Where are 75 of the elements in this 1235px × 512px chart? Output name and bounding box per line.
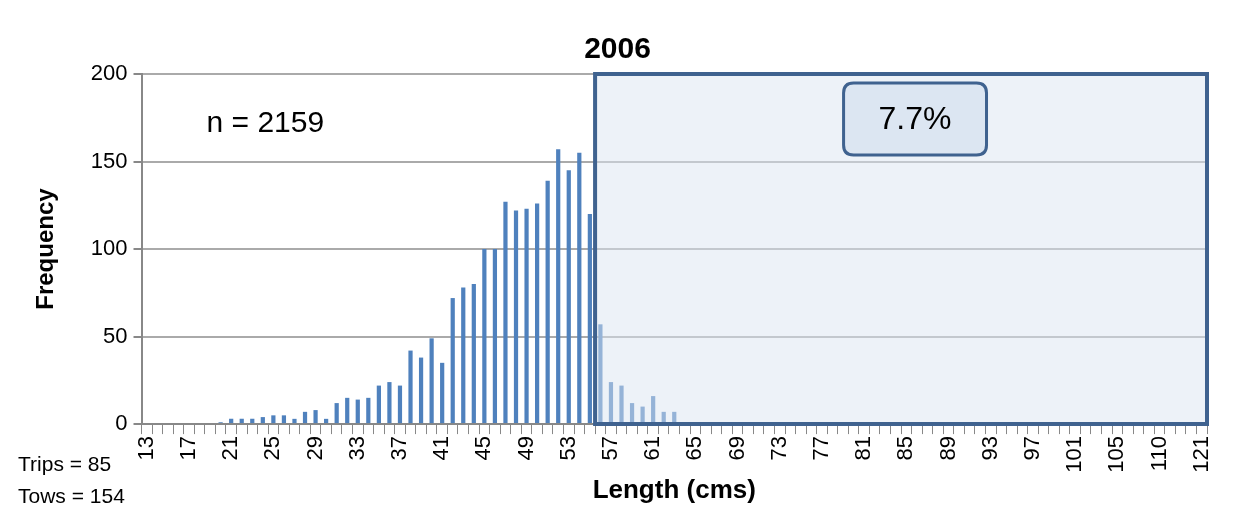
bar [281,415,287,424]
bar [566,170,571,424]
x-tick-label: 93 [976,436,1002,461]
chart-title: 2006 [584,31,651,65]
bar [408,350,413,424]
text: Tows = 154 [18,483,126,507]
x-tick-label: 45 [470,436,496,461]
bar [524,208,529,424]
bar [598,324,603,424]
bar [577,152,582,424]
x-tick-label: 81 [850,436,876,461]
x-tick-label: 37 [386,436,412,461]
x-tick-label: 33 [343,436,369,461]
bar [535,203,540,424]
bar [387,382,392,424]
bar [345,397,350,424]
x-axis-title: Length (cms) [592,473,756,504]
bar [545,180,550,424]
bar [292,418,297,424]
x-tick-label: 61 [639,436,665,461]
bar [418,357,424,424]
x-tick-label: 73 [765,436,791,461]
bar [513,210,519,424]
bar [492,249,498,424]
x-tick-label: 121 [1187,436,1213,473]
bar [429,338,434,424]
y-tick-label: 50 [103,322,128,348]
bar [651,396,656,424]
x-tick-label: 89 [934,436,960,461]
x-tick-label: 13 [132,436,158,461]
bar [355,399,360,424]
bar [640,406,645,424]
x-tick-label: 101 [1061,436,1087,473]
bar [260,417,265,424]
x-tick-label: 57 [597,436,623,461]
bar [302,411,308,424]
x-tick-label: 77 [808,436,834,461]
bar [376,385,381,424]
x-tick-label: 65 [681,436,707,461]
bar [440,362,445,424]
x-tick-label: 97 [1019,436,1044,461]
bar [397,385,403,424]
x-tick-label: 69 [723,436,749,461]
x-tick-label: 41 [428,436,454,461]
bar [271,415,276,424]
x-tick-label: 53 [554,436,580,461]
bar [313,410,318,424]
x-tick-label: 85 [892,436,918,461]
annotation: 7.7% [878,99,952,136]
x-tick-label: 110 [1145,436,1171,472]
bar [366,397,371,424]
text: Trips = 85 [18,451,112,475]
bar [450,298,455,424]
y-axis-title: Frequency [31,187,59,310]
bar [461,287,466,424]
bar [334,403,339,424]
bar [482,249,487,424]
y-tick-label: 150 [90,147,128,173]
x-tick-label: 17 [175,436,201,461]
y-tick-label: 100 [90,235,128,261]
x-tick-label: 29 [301,436,327,461]
bar [608,382,614,424]
bar [556,149,561,424]
x-tick-label: 105 [1103,436,1129,473]
annotation: n = 2159 [206,105,325,139]
x-tick-label: 49 [512,436,538,461]
y-tick-label: 0 [115,410,128,436]
bar [587,214,592,424]
bar [471,284,476,424]
bar [619,385,624,424]
bar [503,201,508,424]
y-tick-label: 200 [90,60,128,86]
bar [629,403,635,424]
x-tick-label: 25 [259,436,285,461]
x-tick-label: 21 [217,436,243,461]
